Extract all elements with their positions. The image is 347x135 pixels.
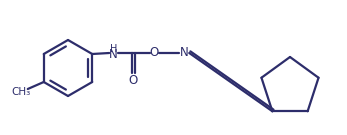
Text: N: N bbox=[180, 46, 189, 60]
Text: H: H bbox=[110, 44, 117, 54]
Text: CH₃: CH₃ bbox=[11, 87, 31, 97]
Text: O: O bbox=[150, 46, 159, 60]
Text: N: N bbox=[109, 48, 118, 62]
Text: O: O bbox=[129, 73, 138, 87]
